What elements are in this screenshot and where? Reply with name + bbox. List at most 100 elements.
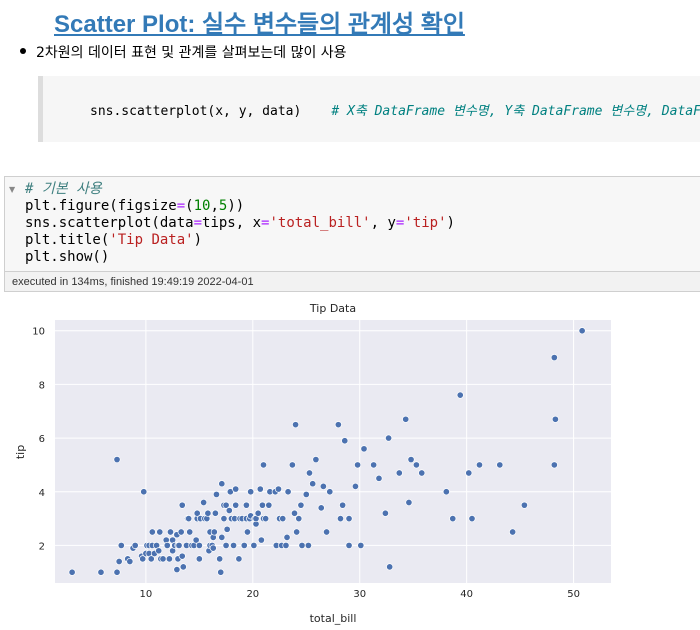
data-point xyxy=(520,501,528,509)
code-token: )) xyxy=(227,198,245,214)
data-point xyxy=(212,490,221,498)
page-title: Scatter Plot: 실수 변수들의 관계성 확인 xyxy=(54,11,465,38)
data-point xyxy=(360,445,368,453)
data-point xyxy=(496,461,504,469)
data-point xyxy=(240,541,248,549)
data-point xyxy=(210,528,218,536)
data-point xyxy=(163,541,171,549)
data-point xyxy=(292,421,300,429)
code-token: plt.show() xyxy=(25,249,110,265)
code-string: 'Tip Data' xyxy=(109,232,194,248)
data-point xyxy=(178,501,186,509)
data-point xyxy=(456,391,464,399)
data-point xyxy=(178,552,186,560)
data-point xyxy=(395,469,403,477)
code-token: ( xyxy=(185,198,194,214)
data-point xyxy=(185,515,193,523)
data-point xyxy=(305,469,314,477)
data-point xyxy=(200,498,208,507)
data-point xyxy=(402,415,410,423)
code-token: , y xyxy=(370,215,396,231)
data-point xyxy=(274,485,283,493)
data-point xyxy=(295,515,303,523)
y-tick-label: 2 xyxy=(39,541,45,552)
x-tick-label: 40 xyxy=(460,589,473,600)
data-point xyxy=(412,461,420,469)
data-point xyxy=(166,528,175,536)
code-token: ) xyxy=(446,215,455,231)
data-point xyxy=(218,480,226,488)
bullet-text: 2차원의 데이터 표현 및 관계를 살펴보는데 많이 사용 xyxy=(36,45,347,61)
data-point xyxy=(449,515,457,523)
data-point xyxy=(186,528,194,536)
data-point xyxy=(232,485,240,493)
code-token: = xyxy=(176,198,186,214)
y-axis-label: tip xyxy=(14,445,27,459)
data-point xyxy=(250,541,258,549)
data-point xyxy=(68,568,76,576)
data-point xyxy=(113,456,121,464)
data-point xyxy=(298,541,306,549)
data-point xyxy=(442,488,450,496)
data-point xyxy=(375,474,383,482)
data-point xyxy=(509,528,517,536)
data-point xyxy=(223,525,231,533)
data-point xyxy=(195,555,203,563)
execution-status: executed in 134ms, finished 19:49:19 202… xyxy=(5,271,700,291)
data-point xyxy=(131,541,139,549)
data-point xyxy=(468,515,476,523)
data-point xyxy=(204,509,212,517)
data-point xyxy=(126,557,134,566)
data-point xyxy=(309,480,317,488)
data-point xyxy=(336,515,345,523)
data-point xyxy=(302,490,310,498)
data-point xyxy=(370,461,378,469)
data-point xyxy=(339,501,347,509)
data-point xyxy=(220,515,228,523)
plot-area xyxy=(55,320,611,583)
data-point xyxy=(211,509,219,517)
data-point xyxy=(193,509,201,517)
code-number: 10 xyxy=(193,198,211,214)
data-point xyxy=(319,482,327,490)
data-point xyxy=(288,461,296,469)
code-token: tips, x xyxy=(202,215,262,231)
data-point xyxy=(159,555,167,563)
code-token: ) xyxy=(193,232,203,248)
data-point xyxy=(222,541,230,549)
data-point xyxy=(247,488,255,496)
cell-source[interactable]: # 기본 사용 plt.figure(figsize=(10,5)) sns.s… xyxy=(25,181,455,266)
data-point xyxy=(179,563,187,571)
chart-svg: Tip Data 10 20 30 40 50 2 4 6 8 10 total_bill tip xyxy=(14,302,611,625)
data-point xyxy=(140,488,148,496)
data-point xyxy=(218,533,226,541)
data-point xyxy=(304,541,312,549)
data-point xyxy=(257,536,265,544)
data-point xyxy=(242,501,250,509)
data-point xyxy=(284,488,292,496)
data-point xyxy=(407,456,415,464)
data-point xyxy=(290,509,299,517)
data-point xyxy=(156,528,164,536)
data-point xyxy=(385,434,393,442)
data-point xyxy=(265,501,273,509)
bullet-item: 2차원의 데이터 표현 및 관계를 살펴보는데 많이 사용 xyxy=(20,42,347,62)
data-point xyxy=(262,515,270,523)
code-string: 'total_bill' xyxy=(269,215,371,231)
data-point xyxy=(381,509,389,517)
triangle-down-icon[interactable]: ▼ xyxy=(9,185,16,194)
y-tick-label: 4 xyxy=(39,488,45,499)
code-token: , xyxy=(210,198,219,214)
data-point xyxy=(177,528,185,536)
quote-code-line: sns.scatterplot(x, y, data) # X축 DataFram… xyxy=(90,100,700,119)
data-point xyxy=(312,456,320,464)
data-point xyxy=(165,555,173,563)
code-cell[interactable]: ▼ # 기본 사용 plt.figure(figsize=(10,5)) sns… xyxy=(4,176,700,292)
quote-code: sns.scatterplot(x, y, data) xyxy=(90,104,302,119)
tick-labels: 10 20 30 40 50 2 4 6 8 10 xyxy=(32,327,580,600)
bullet-dot-icon xyxy=(20,48,26,54)
data-point xyxy=(551,415,559,423)
quote-comment: # X축 DataFrame 변수명, Y축 DataFrame 변수명, Da… xyxy=(331,104,700,119)
data-point xyxy=(279,515,287,523)
data-point xyxy=(259,461,268,469)
